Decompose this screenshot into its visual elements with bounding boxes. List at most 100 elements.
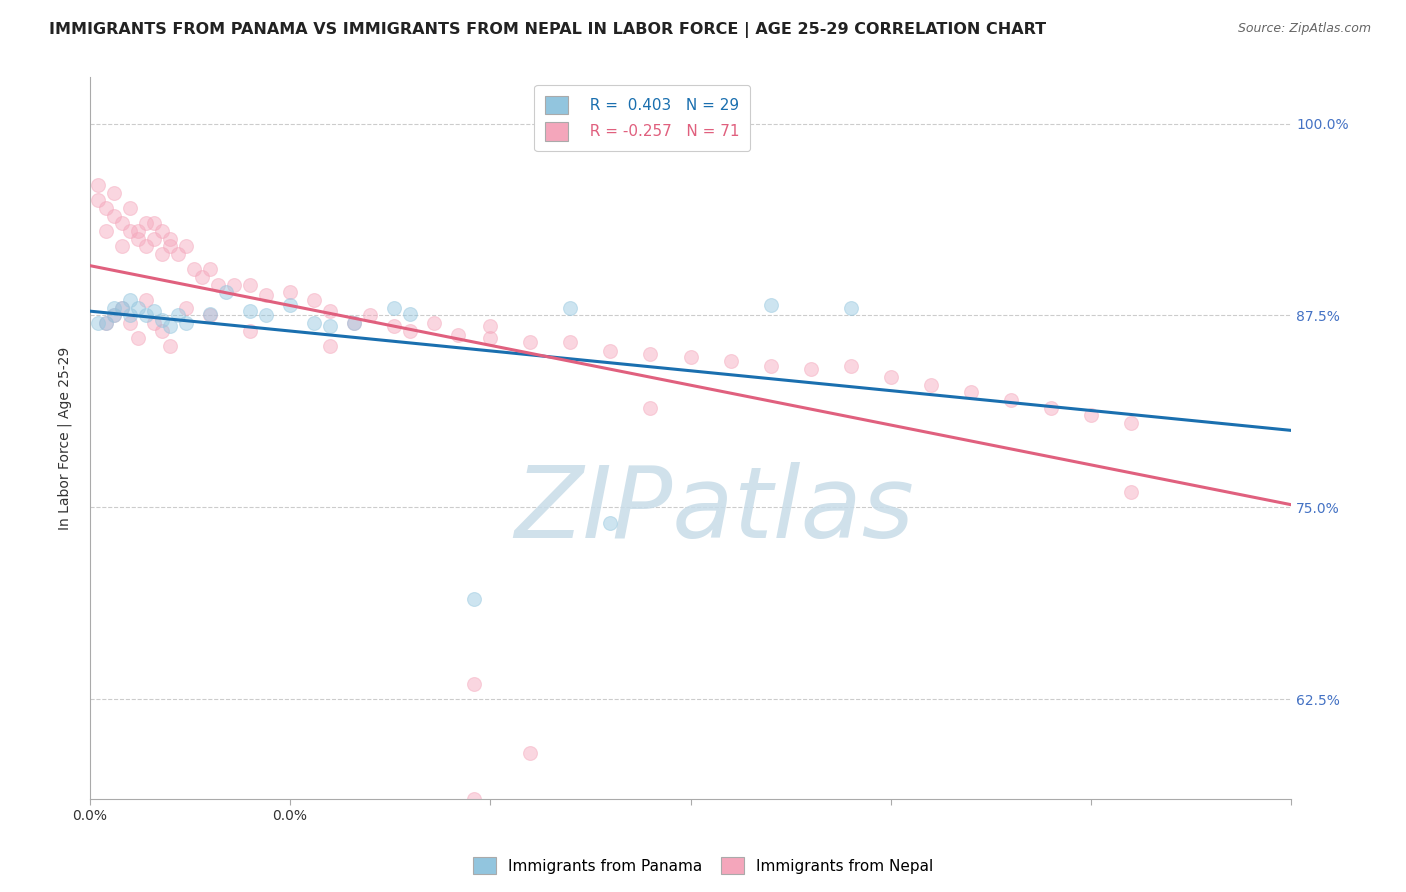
Point: [640, 347, 662, 361]
Point: [166, 309, 188, 323]
Text: ZIPatlas: ZIPatlas: [515, 462, 914, 559]
Point: [319, 303, 342, 318]
Point: [111, 239, 134, 253]
Point: [343, 316, 366, 330]
Point: [159, 339, 181, 353]
Point: [111, 216, 134, 230]
Y-axis label: In Labor Force | Age 25-29: In Labor Force | Age 25-29: [58, 347, 72, 530]
Point: [278, 285, 301, 300]
Point: [127, 331, 149, 345]
Point: [174, 239, 197, 253]
Point: [135, 309, 157, 323]
Point: [142, 316, 165, 330]
Point: [118, 224, 141, 238]
Point: [135, 239, 157, 253]
Point: [839, 301, 862, 315]
Point: [111, 301, 134, 315]
Point: [800, 362, 823, 376]
Point: [759, 298, 782, 312]
Text: Source: ZipAtlas.com: Source: ZipAtlas.com: [1237, 22, 1371, 36]
Point: [118, 316, 141, 330]
Point: [463, 792, 485, 806]
Point: [150, 247, 173, 261]
Point: [359, 309, 381, 323]
Point: [254, 309, 277, 323]
Point: [150, 224, 173, 238]
Point: [382, 301, 405, 315]
Point: [174, 301, 197, 315]
Point: [759, 359, 782, 373]
Point: [159, 239, 181, 253]
Point: [960, 385, 983, 400]
Point: [198, 309, 221, 323]
Point: [198, 307, 221, 321]
Point: [839, 359, 862, 373]
Point: [103, 301, 125, 315]
Point: [103, 309, 125, 323]
Point: [159, 319, 181, 334]
Point: [174, 316, 197, 330]
Point: [222, 277, 245, 292]
Point: [142, 216, 165, 230]
Point: [239, 324, 262, 338]
Point: [382, 319, 405, 334]
Point: [191, 270, 214, 285]
Point: [159, 232, 181, 246]
Text: IMMIGRANTS FROM PANAMA VS IMMIGRANTS FROM NEPAL IN LABOR FORCE | AGE 25-29 CORRE: IMMIGRANTS FROM PANAMA VS IMMIGRANTS FRO…: [49, 22, 1046, 38]
Point: [150, 313, 173, 327]
Point: [87, 178, 110, 192]
Point: [215, 285, 238, 300]
Point: [463, 592, 485, 607]
Point: [920, 377, 942, 392]
Point: [720, 354, 742, 368]
Point: [103, 186, 125, 200]
Point: [1040, 401, 1063, 415]
Point: [150, 324, 173, 338]
Point: [118, 293, 141, 307]
Point: [135, 216, 157, 230]
Point: [447, 328, 470, 343]
Point: [118, 309, 141, 323]
Point: [343, 316, 366, 330]
Point: [94, 316, 117, 330]
Point: [560, 301, 582, 315]
Point: [87, 194, 110, 208]
Point: [423, 316, 446, 330]
Point: [103, 309, 125, 323]
Point: [640, 401, 662, 415]
Point: [519, 746, 541, 760]
Point: [479, 319, 502, 334]
Point: [278, 298, 301, 312]
Point: [302, 293, 325, 307]
Point: [135, 293, 157, 307]
Point: [1080, 408, 1102, 422]
Point: [127, 301, 149, 315]
Point: [1119, 485, 1142, 500]
Point: [94, 224, 117, 238]
Point: [399, 324, 422, 338]
Point: [118, 201, 141, 215]
Point: [142, 232, 165, 246]
Point: [302, 316, 325, 330]
Point: [239, 303, 262, 318]
Point: [127, 232, 149, 246]
Point: [319, 339, 342, 353]
Point: [479, 331, 502, 345]
Point: [94, 316, 117, 330]
Point: [319, 319, 342, 334]
Legend: Immigrants from Panama, Immigrants from Nepal: Immigrants from Panama, Immigrants from …: [467, 851, 939, 880]
Legend:   R =  0.403   N = 29,   R = -0.257   N = 71: R = 0.403 N = 29, R = -0.257 N = 71: [534, 85, 751, 152]
Point: [111, 301, 134, 315]
Point: [599, 343, 621, 358]
Point: [127, 224, 149, 238]
Point: [166, 247, 188, 261]
Point: [254, 288, 277, 302]
Point: [183, 262, 205, 277]
Point: [679, 350, 702, 364]
Point: [880, 369, 903, 384]
Point: [519, 334, 541, 349]
Point: [560, 334, 582, 349]
Point: [1000, 392, 1022, 407]
Point: [198, 262, 221, 277]
Point: [103, 209, 125, 223]
